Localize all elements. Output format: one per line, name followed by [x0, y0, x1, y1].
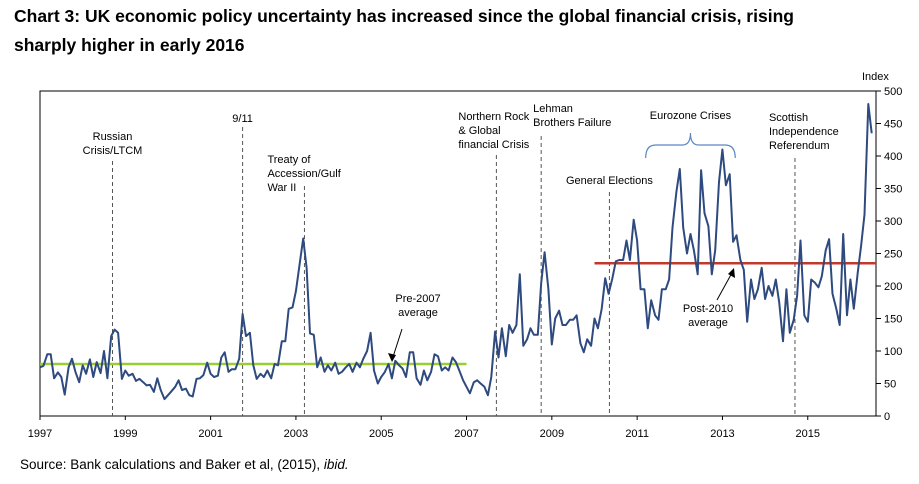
y-tick-label: 50: [884, 379, 896, 391]
event-annotation-label: War II: [267, 182, 296, 194]
y-tick-label: 0: [884, 411, 890, 423]
y-tick-label: 200: [884, 281, 902, 293]
event-annotation-label: 9/11: [232, 113, 253, 125]
y-tick-label: 500: [884, 86, 902, 98]
pre-2007-average-label: Pre-2007: [395, 293, 440, 305]
chart-title: Chart 3: UK economic policy uncertainty …: [14, 2, 904, 60]
x-tick-label: 2011: [625, 428, 649, 440]
line-chart: 0 50 100 150 200 250 300 350 400 450 500 Index 1997 1…: [28, 71, 903, 440]
chart-title-line-2: sharply higher in early 2016: [14, 35, 245, 55]
x-tick-label: 2013: [710, 428, 734, 440]
y-tick-label: 250: [884, 249, 902, 261]
post-2010-average-label: average: [688, 317, 728, 329]
x-tick-label: 2009: [540, 428, 564, 440]
event-annotation-label: Independence: [769, 126, 839, 138]
y-axis-title: Index: [862, 71, 889, 83]
eurozone-crises-label: Eurozone Crises: [650, 110, 732, 122]
event-annotation-label: Lehman: [533, 103, 573, 115]
x-tick-label: 2001: [198, 428, 222, 440]
y-tick-label: 150: [884, 314, 902, 326]
y-tick-label: 350: [884, 184, 902, 196]
y-tick-label: 300: [884, 216, 902, 228]
pre-2007-pointer-arrowhead: [388, 353, 396, 362]
x-tick-label: 2015: [796, 428, 820, 440]
event-annotation-label: & Global: [458, 125, 500, 137]
post-2010-average-label: Post-2010: [683, 303, 733, 315]
source-text: Source: Bank calculations and Baker et a…: [20, 457, 324, 472]
x-tick-label: 2003: [284, 428, 308, 440]
event-annotation-label: Accession/Gulf: [267, 168, 341, 180]
source-note: Source: Bank calculations and Baker et a…: [20, 457, 349, 472]
source-italic-text: ibid.: [323, 457, 349, 472]
event-annotation-label: Brothers Failure: [533, 117, 611, 129]
y-tick-label: 400: [884, 151, 902, 163]
y-tick-label: 100: [884, 346, 902, 358]
event-annotation-label: Northern Rock: [458, 111, 529, 123]
y-tick-label: 450: [884, 119, 902, 131]
x-tick-label: 2007: [454, 428, 478, 440]
x-tick-label: 1999: [113, 428, 137, 440]
policy-uncertainty-series-line: [39, 103, 873, 401]
event-annotation-label: General Elections: [566, 175, 653, 187]
post-2010-pointer-line: [716, 270, 734, 301]
eurozone-bracket: [645, 132, 736, 159]
event-annotation-label: Scottish: [769, 112, 808, 124]
event-annotation-label: financial Crisis: [458, 139, 529, 151]
event-annotation-label: Russian: [93, 131, 133, 143]
pre-2007-average-label: average: [398, 307, 438, 319]
chart-title-line-1: Chart 3: UK economic policy uncertainty …: [14, 6, 794, 26]
event-annotation-label: Crisis/LTCM: [83, 145, 143, 157]
x-tick-label: 1997: [28, 428, 52, 440]
x-tick-label: 2005: [369, 428, 393, 440]
event-annotation-label: Referendum: [769, 140, 830, 152]
event-annotation-label: Treaty of: [267, 154, 311, 166]
post-2010-pointer-arrowhead: [728, 268, 735, 278]
